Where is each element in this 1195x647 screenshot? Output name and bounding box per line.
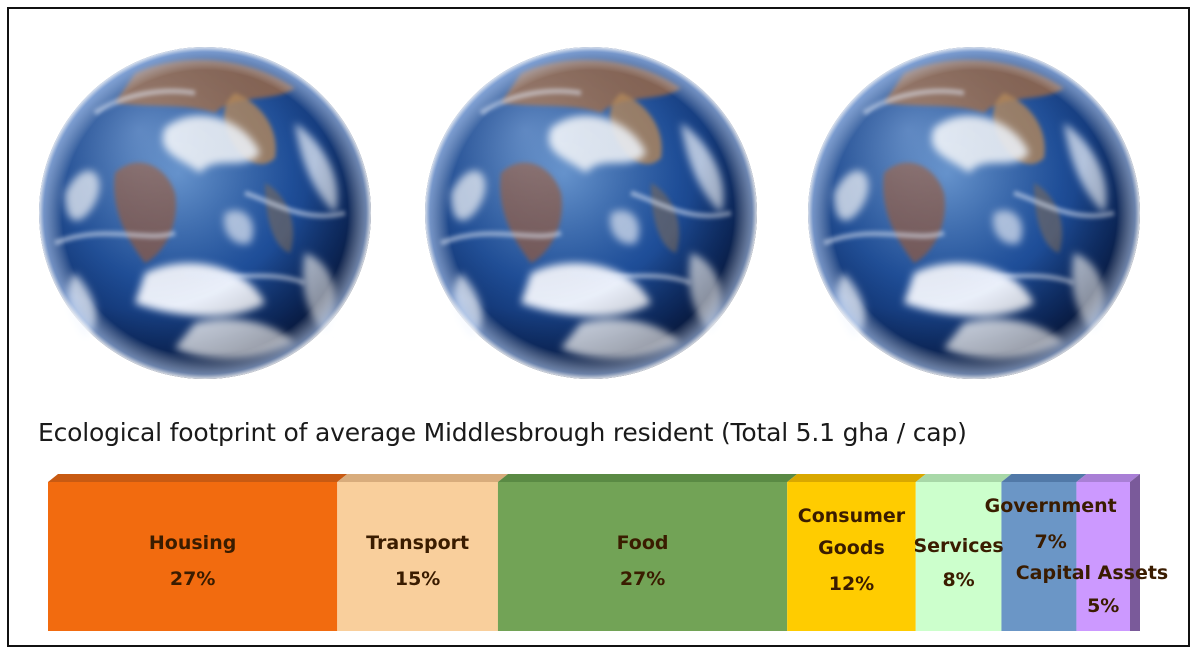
- bar-segment-top-consumer-goods: [787, 474, 926, 482]
- earth-globe-image: [808, 47, 1140, 379]
- category-label-government: Government: [985, 495, 1117, 517]
- bar-segment-top-capital-assets: [1076, 474, 1140, 482]
- earth-globe-image: [425, 47, 757, 379]
- bar-segment-consumer-goods: [787, 482, 916, 631]
- category-label-capital-assets: Capital Assets: [1016, 562, 1169, 584]
- bar-segment-top-transport: [337, 474, 508, 482]
- category-label-transport: Transport: [366, 532, 469, 554]
- bar-segment-food: [497, 482, 788, 631]
- category-label-services: Services: [913, 535, 1003, 557]
- bar-segment-housing: [48, 482, 338, 631]
- bar-segment-services: [915, 482, 1002, 631]
- category-label-consumer-goods: Goods: [818, 537, 885, 559]
- value-label-housing: 27%: [170, 568, 215, 590]
- bar-segment-capital-assets: [1076, 482, 1130, 631]
- value-label-consumer-goods: 12%: [829, 573, 874, 595]
- globes-row: [0, 0, 1195, 380]
- bar-segment-top-government: [1001, 474, 1087, 482]
- value-label-food: 27%: [620, 568, 665, 590]
- bar-segment-transport: [337, 482, 498, 631]
- bar-segment-top-housing: [48, 474, 348, 482]
- value-label-capital-assets: 5%: [1087, 595, 1119, 617]
- bar-segment-top-food: [497, 474, 798, 482]
- bar-side-face: [1130, 474, 1140, 631]
- value-label-services: 8%: [942, 569, 974, 591]
- category-label-consumer-goods: Consumer: [798, 505, 906, 527]
- bar-segment-top-services: [915, 474, 1012, 482]
- chart-title: Ecological footprint of average Middlesb…: [38, 418, 967, 447]
- category-label-food: Food: [617, 532, 669, 554]
- stacked-bar-chart: Housing 27% Transport 15% Food 27% Consumer Goo…: [48, 474, 1169, 631]
- bar-segment-government: [1001, 482, 1077, 631]
- earth-globe-image: [39, 47, 371, 379]
- value-label-transport: 15%: [395, 568, 440, 590]
- category-label-housing: Housing: [149, 532, 236, 554]
- value-label-government: 7%: [1035, 531, 1067, 553]
